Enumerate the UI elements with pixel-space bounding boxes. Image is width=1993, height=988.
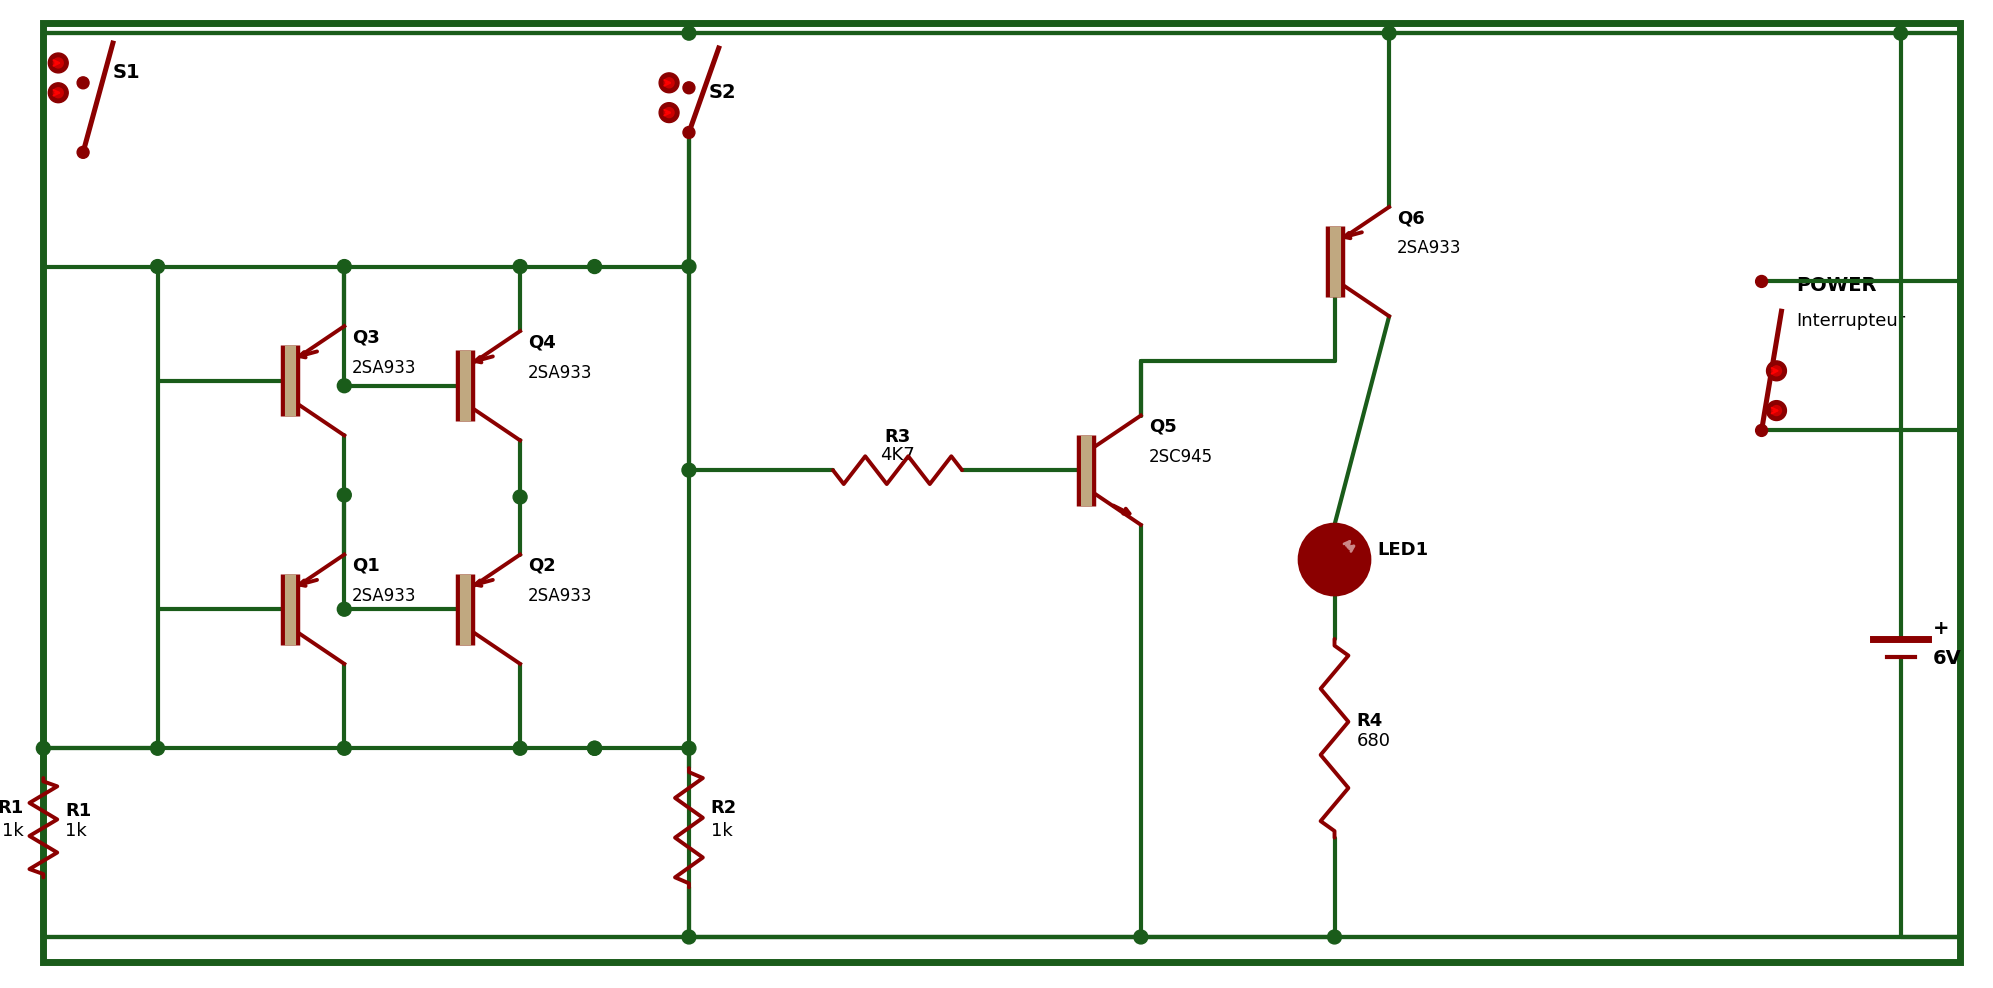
Circle shape [151,260,165,274]
Circle shape [48,83,68,103]
Text: 2SA933: 2SA933 [1397,239,1461,258]
Circle shape [78,77,90,89]
Circle shape [660,103,680,123]
Text: 2SA933: 2SA933 [528,364,592,381]
Text: +: + [1933,619,1949,638]
Circle shape [1299,525,1369,595]
Circle shape [682,27,696,41]
Circle shape [1756,276,1768,288]
Circle shape [588,741,602,755]
Text: R2: R2 [712,799,737,817]
Circle shape [682,463,696,477]
Circle shape [682,741,696,755]
Text: Q1: Q1 [353,557,381,575]
Text: 1k: 1k [712,822,733,840]
Circle shape [588,260,602,274]
Text: S2: S2 [710,83,737,102]
Circle shape [664,78,674,88]
Circle shape [512,260,526,274]
Circle shape [682,260,696,274]
Text: R4: R4 [1357,712,1383,730]
Circle shape [48,53,68,73]
Text: 6V: 6V [1933,649,1961,668]
Text: 1k: 1k [66,822,88,840]
Circle shape [54,88,64,98]
Circle shape [337,378,351,392]
Circle shape [684,82,696,94]
Circle shape [664,108,674,118]
Text: 4K7: 4K7 [881,447,915,464]
Circle shape [1756,425,1768,437]
Circle shape [660,73,680,93]
Circle shape [36,741,50,755]
Circle shape [151,741,165,755]
Circle shape [588,741,602,755]
Circle shape [1766,361,1786,380]
Text: POWER: POWER [1796,277,1877,295]
Text: 2SC945: 2SC945 [1148,448,1214,466]
Circle shape [337,488,351,502]
Circle shape [54,58,64,68]
Circle shape [512,741,526,755]
Circle shape [337,260,351,274]
Text: Q2: Q2 [528,557,556,575]
Circle shape [1772,366,1782,375]
Circle shape [1134,930,1148,944]
Circle shape [78,146,90,158]
Circle shape [1383,27,1395,41]
Text: LED1: LED1 [1377,540,1429,558]
Text: R1: R1 [66,802,92,820]
Text: R1: R1 [0,799,24,817]
Text: 1k: 1k [2,822,24,840]
Text: Interrupteur: Interrupteur [1796,312,1905,330]
Circle shape [684,126,696,138]
Text: S1: S1 [114,63,142,82]
Polygon shape [1321,547,1347,571]
Circle shape [337,603,351,617]
Circle shape [1893,27,1907,41]
Text: Q4: Q4 [528,334,556,352]
Circle shape [1327,930,1341,944]
Text: Q6: Q6 [1397,209,1425,227]
Text: 2SA933: 2SA933 [353,359,417,376]
Text: 680: 680 [1357,732,1391,750]
Text: R3: R3 [885,429,911,447]
Circle shape [337,741,351,755]
Text: 2SA933: 2SA933 [353,587,417,605]
Text: 2SA933: 2SA933 [528,587,592,605]
Text: Q5: Q5 [1148,418,1176,436]
Circle shape [1772,406,1782,416]
Circle shape [512,490,526,504]
Circle shape [682,930,696,944]
Text: Q3: Q3 [353,329,381,347]
Circle shape [1766,401,1786,421]
FancyBboxPatch shape [44,24,1961,961]
